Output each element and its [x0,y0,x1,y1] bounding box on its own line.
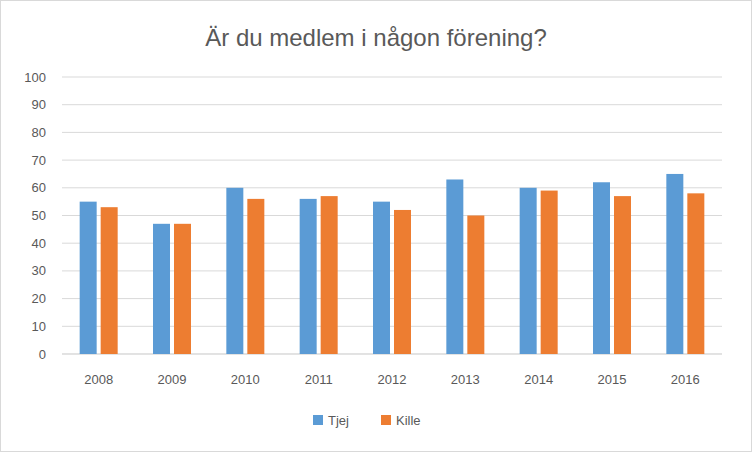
bar [541,191,558,354]
x-tick-label: 2011 [305,372,333,387]
y-tick-label: 20 [32,291,46,306]
y-tick-label: 90 [32,97,46,112]
legend-swatch [381,415,391,425]
y-tick-label: 30 [32,263,46,278]
bar [446,179,463,354]
x-tick-label: 2013 [451,372,480,387]
y-tick-label: 60 [32,180,46,195]
bar [247,199,264,354]
chart-title: Är du medlem i någon förening? [205,24,547,51]
bar [174,224,191,354]
grid-line [62,77,722,78]
bar [467,216,484,355]
bar [593,182,610,354]
legend-label: Kille [396,413,421,428]
y-tick-label: 70 [32,153,46,168]
bar [687,193,704,354]
bar [321,196,338,354]
y-tick-label: 80 [32,125,46,140]
x-tick-label: 2010 [231,372,260,387]
x-tick-label: 2012 [378,372,407,387]
y-tick-label: 50 [32,208,46,223]
legend-swatch [313,415,323,425]
bar [520,188,537,354]
bar [394,210,411,354]
bar [300,199,317,354]
bar [153,224,170,354]
legend-label: Tjej [328,413,349,428]
chart-svg: Är du medlem i någon förening? 0 10 20 30 40 5… [0,0,752,452]
x-tick-label: 2015 [598,372,627,387]
bar [614,196,631,354]
bar [373,202,390,354]
y-tick-label: 10 [32,319,46,334]
bar [666,174,683,354]
grid-line [62,187,722,188]
grid-line [62,160,722,161]
x-tick-label: 2014 [524,372,553,387]
x-tick-label: 2009 [158,372,187,387]
grid-line [62,132,722,133]
x-tick-label: 2016 [671,372,700,387]
chart-container: Är du medlem i någon förening? 0 10 20 30 40 5… [0,0,752,452]
bar [226,188,243,354]
y-tick-label: 100 [24,70,46,85]
bar [80,202,97,354]
y-tick-label: 40 [32,236,46,251]
grid-line [62,104,722,105]
y-tick-label: 0 [39,347,46,362]
chart-border [1,1,752,452]
bar [101,207,118,354]
x-tick-label: 2008 [84,372,113,387]
bars-group [80,174,705,354]
